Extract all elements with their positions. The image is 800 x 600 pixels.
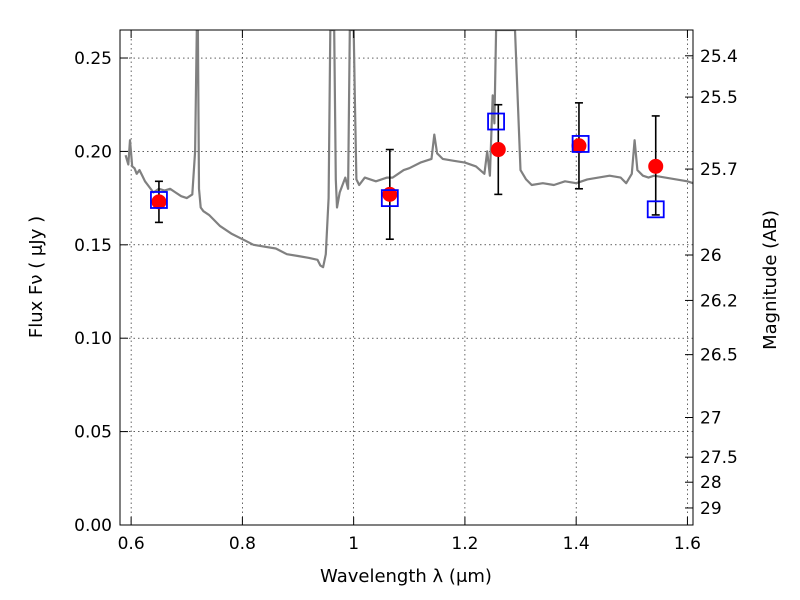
model-square [487,112,505,131]
x-tick-label: 0.8 [229,534,256,554]
y-tick-label: 0.00 [74,516,112,536]
mag-tick-label: 29 [700,499,722,519]
mag-tick-label: 26.5 [700,346,738,366]
mag-tick-label: 26 [700,246,722,266]
x-tick-label: 1 [348,534,359,554]
model-square [646,200,665,219]
y-axis-label-right: Magnitude (AB) [760,210,781,350]
mag-tick-label: 25.7 [700,160,738,180]
mag-tick-label: 27.5 [700,448,738,468]
observed-point [648,158,664,174]
y-tick-label: 0.25 [74,49,112,69]
x-tick-label: 1.4 [563,534,590,554]
model-squares [150,112,665,219]
grid-lines [120,30,693,526]
observed-point [490,142,506,158]
observed-point [151,194,167,210]
mag-tick-label: 26.2 [700,291,738,311]
x-axis-label: Wavelength λ (μm) [320,566,492,587]
mag-tick-label: 27 [700,409,722,429]
x-tick-label: 0.6 [118,534,145,554]
observed-point [382,186,398,202]
model-square [150,191,168,209]
axis-ticks: 0.6 0.8 1 1.2 1.4 1.6 0.00 0.05 0.10 0.15 0.20 0.25… [74,30,738,554]
plot-frame [119,29,694,526]
mag-tick-label: 28 [700,473,722,493]
model-square [571,135,590,153]
model-spectrum-line [124,30,693,269]
mag-tick-label: 25.4 [700,47,738,67]
y-axis-label-left: Flux Fν ( μJy ) [26,216,47,338]
y-tick-label: 0.15 [74,236,112,256]
observed-point [571,138,587,154]
x-tick-label: 1.2 [451,534,478,554]
y-tick-label: 0.20 [74,142,112,162]
y-tick-label: 0.05 [74,423,112,443]
y-tick-label: 0.10 [74,329,112,349]
model-square [380,189,399,208]
model-spectrum-layer [124,30,693,269]
x-tick-label: 1.6 [674,534,701,554]
mag-tick-label: 25.5 [700,88,738,108]
